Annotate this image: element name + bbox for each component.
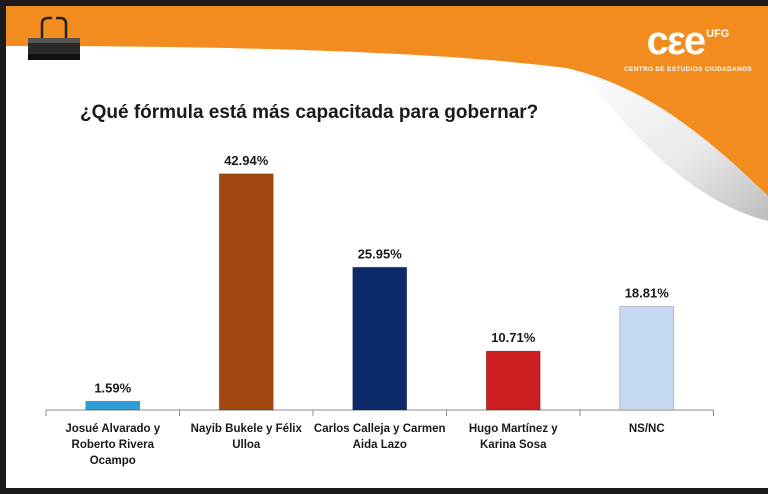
x-tick-label: Ocampo: [90, 455, 136, 467]
binder-clip-icon: [26, 16, 82, 69]
x-tick-label: Carlos Calleja y Carmen: [314, 423, 446, 435]
logo-name: CENTRO DE ESTUDIOS CIUDADANOS: [624, 66, 752, 73]
slide: cεe UFG CENTRO DE ESTUDIOS CIUDADANOS ¿Qu…: [6, 6, 768, 488]
header-band: [6, 6, 768, 196]
x-tick-label: Karina Sosa: [480, 439, 547, 451]
bar-value-label: 42.94%: [224, 153, 269, 168]
bar-value-label: 18.81%: [625, 286, 670, 301]
bar: [485, 350, 541, 411]
bar: [619, 306, 675, 411]
bar: [85, 400, 141, 411]
bar: [352, 266, 408, 411]
bar-value-label: 10.71%: [491, 330, 536, 345]
page-curl: [566, 68, 768, 221]
x-tick-label: NS/NC: [629, 423, 665, 435]
bar-chart: 1.59% Josué Alvarado y Roberto Rivera Ocamp…: [45, 153, 714, 467]
chart-title: ¿Qué fórmula está más capacitada para go…: [80, 102, 539, 123]
x-tick-label: Aida Lazo: [353, 439, 407, 451]
window-frame-left: [0, 0, 6, 494]
window-frame-bottom: [0, 488, 768, 494]
x-tick-label: Nayib Bukele y Félix: [191, 423, 303, 435]
x-tick-label: Ulloa: [232, 439, 261, 451]
bar: [218, 173, 274, 411]
x-tick-label: Roberto Rivera: [72, 439, 155, 451]
x-tick-label: Josué Alvarado y: [65, 423, 160, 435]
logo-mark: cεe: [646, 19, 707, 63]
x-tick-label: Hugo Martínez y: [469, 423, 558, 435]
logo-suffix: UFG: [706, 28, 730, 40]
ufg-logo: cεe UFG CENTRO DE ESTUDIOS CIUDADANOS: [618, 20, 758, 84]
slide-background: [6, 6, 768, 221]
window-frame-top: [0, 0, 768, 6]
bar-value-label: 1.59%: [94, 380, 131, 395]
bar-value-label: 25.95%: [358, 246, 403, 261]
